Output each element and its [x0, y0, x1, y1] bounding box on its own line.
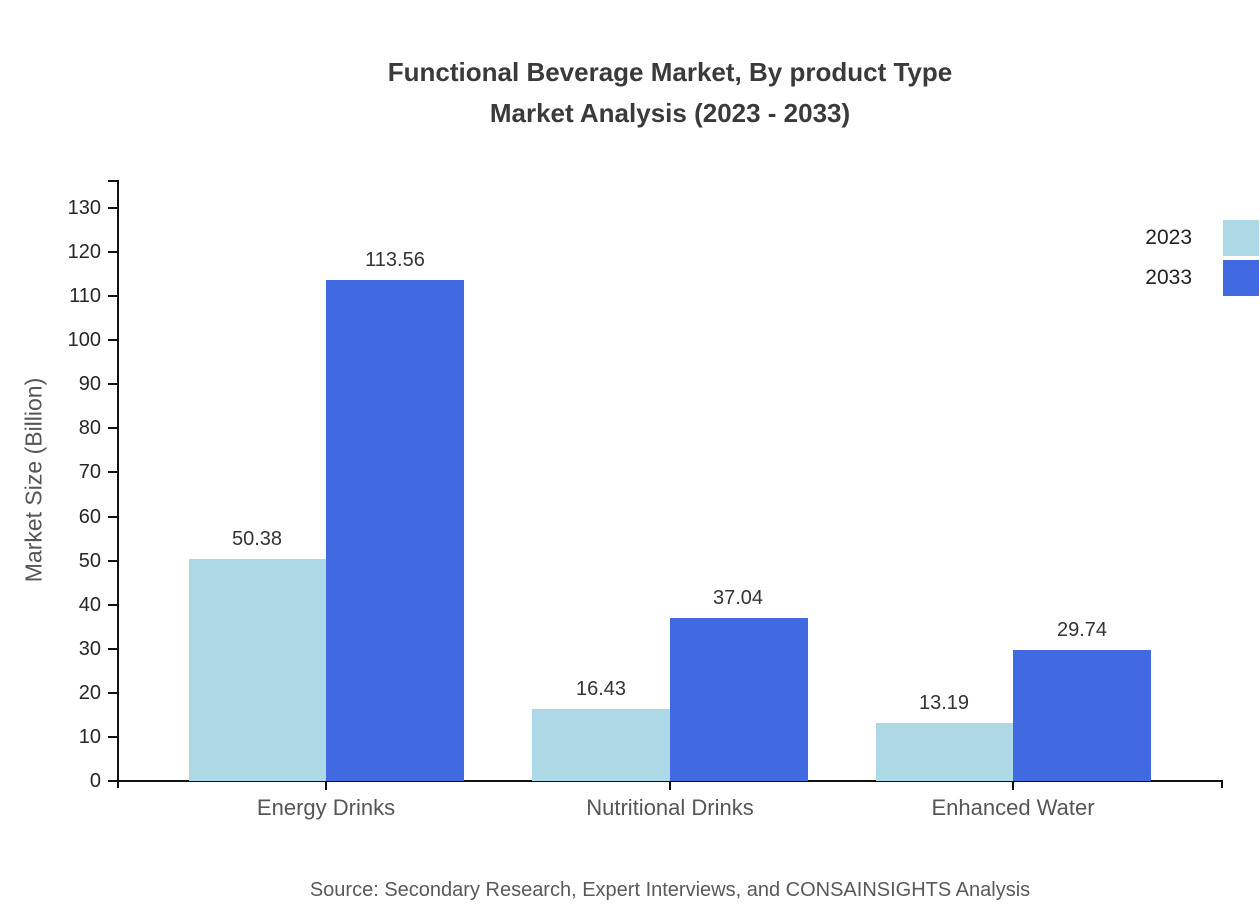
y-tick-label: 60: [78, 505, 101, 528]
legend-swatch-2023-icon: [1223, 220, 1259, 256]
chart-title-line1: Functional Beverage Market, By product T…: [387, 57, 953, 87]
category-label: Enhanced Water: [931, 795, 1095, 820]
y-tick: [108, 471, 117, 474]
legend-label-2033: 2033: [1145, 266, 1192, 289]
y-axis-end-cap: [108, 180, 117, 182]
y-tick-label: 80: [78, 417, 101, 440]
y-tick-label: 0: [89, 770, 101, 792]
x-tick: [1012, 782, 1014, 790]
source-note: Source: Secondary Research, Expert Inter…: [309, 879, 1031, 901]
y-tick: [108, 559, 117, 562]
y-tick: [108, 295, 117, 298]
y-tick-label: 130: [67, 197, 101, 219]
bar-value-label: 113.56: [365, 249, 425, 271]
y-axis-line: [117, 180, 119, 783]
bar-2033-enhanced-water: [1013, 650, 1151, 781]
x-tick: [669, 782, 671, 790]
bar-2033-nutritional-drinks: [670, 618, 808, 781]
y-tick: [108, 207, 117, 209]
y-tick: [108, 603, 117, 606]
y-tick-label: 50: [78, 549, 101, 572]
bar-2023-enhanced-water: [876, 723, 1014, 781]
y-tick-label: 70: [78, 461, 101, 484]
category-label: Nutritional Drinks: [586, 795, 754, 820]
category-label: Energy Drinks: [256, 795, 396, 820]
y-tick-label: 40: [78, 593, 101, 616]
y-tick: [108, 427, 117, 430]
legend-swatch-2033-icon: [1223, 260, 1259, 296]
y-tick: [108, 251, 117, 254]
chart-title: Functional Beverage Market, By product T…: [80, 52, 1260, 134]
y-tick: [108, 647, 117, 650]
y-tick-label: 90: [78, 373, 101, 396]
bar-2023-nutritional-drinks: [532, 709, 670, 781]
y-tick-label: 110: [69, 285, 101, 308]
bar-value-label: 16.43: [575, 678, 627, 700]
y-tick: [108, 780, 117, 782]
bar-value-label: 13.19: [918, 692, 970, 714]
y-tick: [108, 691, 117, 694]
x-tick: [325, 782, 327, 790]
bar-value-label: 29.74: [1056, 619, 1108, 641]
bar-2023-energy-drinks: [189, 559, 327, 781]
legend-label-2023: 2023: [1145, 226, 1192, 249]
bar-value-label: 50.38: [231, 528, 283, 550]
y-tick-label: 30: [78, 637, 101, 660]
x-axis-end-cap-left: [117, 782, 119, 788]
legend-item-2023: 2023: [1145, 218, 1259, 258]
bar-value-label: 37.04: [712, 587, 764, 609]
y-tick-label: 20: [78, 681, 101, 704]
y-tick: [108, 735, 117, 738]
y-tick: [108, 383, 117, 386]
y-tick-label: 120: [67, 241, 101, 264]
bar-2033-energy-drinks: [326, 280, 464, 781]
chart-title-line2: Market Analysis (2023 - 2033): [489, 98, 851, 128]
y-tick: [108, 515, 117, 518]
y-tick-label: 10: [78, 725, 101, 748]
legend-item-2033: 2033: [1145, 258, 1259, 298]
y-tick-label: 100: [67, 329, 101, 352]
y-tick: [108, 339, 117, 342]
legend: 2023 2033: [1145, 218, 1259, 298]
x-axis-line: [117, 780, 1223, 782]
x-axis-end-cap-right: [1221, 782, 1223, 788]
